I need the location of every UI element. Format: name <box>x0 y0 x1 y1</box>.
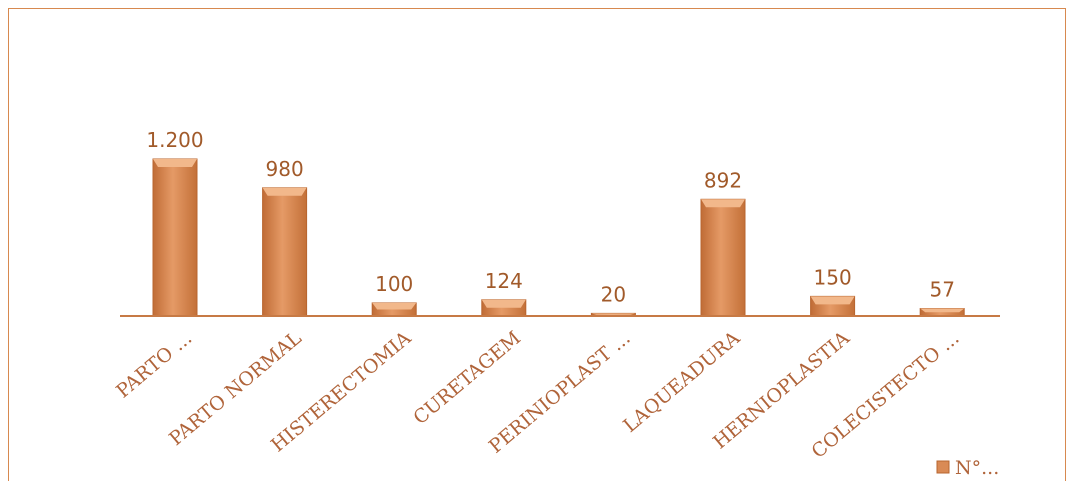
legend: N°... <box>936 457 999 479</box>
bar-bevel <box>810 296 855 305</box>
value-label-6: 892 <box>704 168 742 192</box>
bar-body <box>152 158 198 317</box>
value-label-4: 124 <box>485 269 523 293</box>
value-labels-layer: 1.200 980 100 124 20 892 150 57 <box>146 128 955 306</box>
category-label-4: CURETAGEM <box>409 327 525 429</box>
bar-bevel <box>481 299 526 308</box>
value-label-8: 57 <box>929 278 954 302</box>
value-label-2: 980 <box>266 157 304 181</box>
bar-body <box>700 198 746 317</box>
value-label-7: 150 <box>814 265 852 289</box>
bar-body <box>262 187 308 317</box>
bar-3 <box>371 302 417 317</box>
bar-bevel <box>372 302 417 310</box>
bar-6 <box>700 198 746 317</box>
category-label-6: LAQUEADURA <box>619 327 744 437</box>
value-label-3: 100 <box>375 272 413 296</box>
bar-7 <box>810 295 856 317</box>
bar-2 <box>262 187 308 317</box>
bar-bevel <box>591 313 636 315</box>
bar-bevel <box>153 159 197 167</box>
value-label-5: 20 <box>601 282 626 306</box>
bar-bevel <box>920 308 965 313</box>
legend-swatch <box>936 460 950 474</box>
bars-layer <box>152 158 965 317</box>
bar-bevel <box>701 199 745 208</box>
category-label-1: PARTO ... <box>112 327 196 402</box>
bar-1 <box>152 158 198 317</box>
value-label-1: 1.200 <box>146 128 203 152</box>
category-labels-layer: PARTO ...PARTO NORMALHISTERECTOMIACURETA… <box>112 327 963 463</box>
bar-bevel <box>262 187 307 196</box>
bar-4 <box>481 299 527 317</box>
legend-label: N°... <box>955 457 999 479</box>
bar-8 <box>919 308 965 317</box>
